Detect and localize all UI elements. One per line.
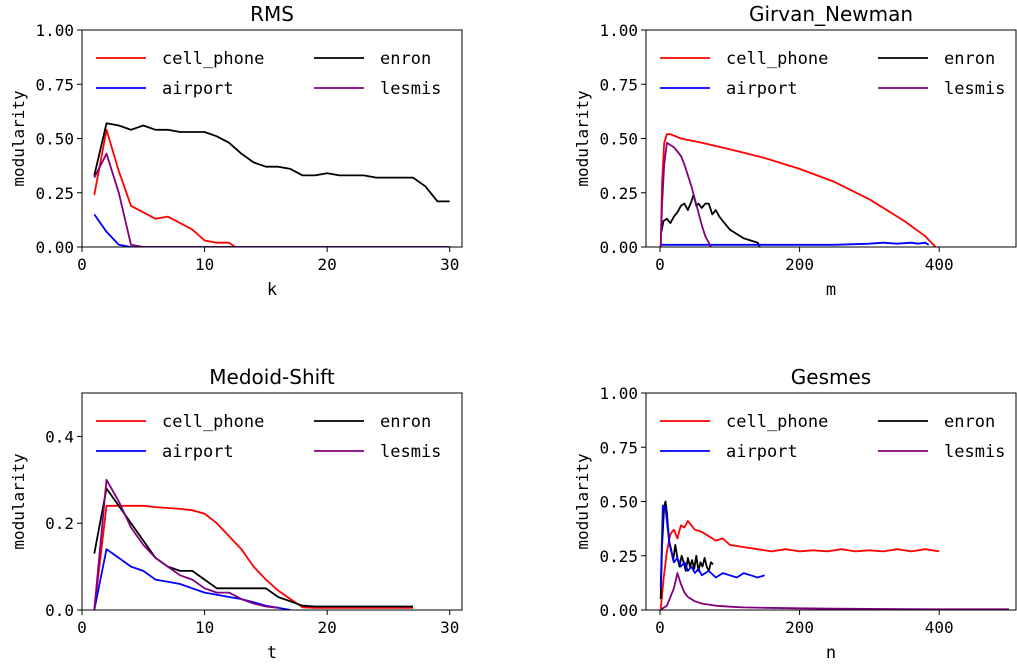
y-tick-label: 0.25 — [35, 184, 74, 203]
y-axis-label: modularity — [573, 453, 592, 550]
plot-frame — [645, 392, 1017, 611]
series-line-enron — [659, 500, 714, 600]
subplot-2: Girvan_Newman 0 200 400 0.00 0.25 0.50 0.75 1.00… — [573, 2, 1017, 300]
series-line-lesmis — [660, 572, 1009, 610]
legend-label: lesmis — [380, 79, 441, 99]
y-tick-label: 0.50 — [599, 130, 638, 149]
series-line-lesmis — [93, 152, 450, 247]
x-tick-label: 10 — [195, 255, 214, 274]
subplot-3: Medoid-Shift 0 10 20 30 0.0 0.2 0.4 t modularity c… — [9, 365, 463, 663]
plot-frame — [645, 29, 1017, 248]
x-axis-label: m — [826, 280, 836, 300]
legend-label: cell_phone — [162, 49, 264, 69]
legend-label: enron — [380, 412, 431, 432]
x-tick-label: 20 — [318, 255, 337, 274]
legend-label: airport — [162, 442, 234, 462]
series-line-lesmis — [659, 141, 712, 247]
chart-title: Gesmes — [791, 365, 871, 389]
x-tick-label: 30 — [440, 255, 459, 274]
series-line-enron — [660, 193, 761, 247]
series-line-cell-phone — [93, 128, 236, 247]
plot-frame — [81, 29, 463, 248]
legend-label: enron — [380, 49, 431, 69]
series-line-cell-phone — [659, 520, 940, 610]
y-tick-label: 0.75 — [599, 75, 638, 94]
legend-label: cell_phone — [726, 412, 828, 432]
y-tick-label: 0.2 — [45, 514, 74, 533]
series-line-airport — [93, 213, 450, 247]
y-tick-label: 0.75 — [599, 438, 638, 457]
series-line-airport — [659, 504, 765, 589]
x-axis-label: k — [267, 280, 277, 300]
series-line-enron — [93, 122, 450, 203]
subplot-4: Gesmes 0 200 400 0.00 0.25 0.50 0.75 1.00 n modula… — [573, 365, 1017, 663]
series-line-lesmis — [93, 478, 279, 610]
y-tick-label: 1.00 — [599, 384, 638, 403]
x-tick-label: 10 — [195, 618, 214, 637]
x-tick-label: 200 — [785, 255, 814, 274]
legend-label: cell_phone — [726, 49, 828, 69]
plot-frame — [81, 392, 463, 611]
subplot-1: RMS 0 10 20 30 0.00 0.25 0.50 0.75 1.00 k modularit… — [9, 2, 463, 300]
x-tick-label: 30 — [440, 618, 459, 637]
x-tick-label: 0 — [655, 618, 665, 637]
x-tick-label: 400 — [925, 618, 954, 637]
chart-title: Girvan_Newman — [749, 2, 913, 26]
chart-title: Medoid-Shift — [209, 365, 335, 389]
series-line-cell-phone — [659, 133, 937, 247]
legend-label: lesmis — [944, 442, 1005, 462]
y-tick-label: 0.00 — [599, 601, 638, 620]
x-tick-label: 0 — [77, 618, 87, 637]
series-line-airport — [660, 241, 930, 246]
legend-label: enron — [944, 49, 995, 69]
legend-label: lesmis — [944, 79, 1005, 99]
y-tick-label: 0.50 — [35, 130, 74, 149]
x-tick-label: 400 — [925, 255, 954, 274]
legend-label: airport — [726, 442, 798, 462]
y-axis-label: modularity — [9, 90, 28, 187]
y-tick-label: 0.75 — [35, 75, 74, 94]
y-tick-label: 1.00 — [35, 21, 74, 40]
x-axis-label: n — [826, 643, 836, 663]
legend-label: lesmis — [380, 442, 441, 462]
series-line-airport — [93, 548, 291, 610]
y-axis-label: modularity — [573, 90, 592, 187]
x-tick-label: 20 — [318, 618, 337, 637]
y-tick-label: 0.25 — [599, 547, 638, 566]
legend-label: cell_phone — [162, 412, 264, 432]
series-line-enron — [93, 487, 413, 608]
y-tick-label: 0.4 — [45, 427, 74, 446]
x-tick-label: 0 — [77, 255, 87, 274]
y-tick-label: 0.25 — [599, 184, 638, 203]
legend-label: enron — [944, 412, 995, 432]
x-tick-label: 0 — [655, 255, 665, 274]
chart-title: RMS — [250, 2, 294, 26]
y-axis-label: modularity — [9, 453, 28, 550]
series-line-cell-phone — [93, 504, 413, 610]
y-tick-label: 0.00 — [599, 238, 638, 257]
x-tick-label: 200 — [785, 618, 814, 637]
y-tick-label: 0.50 — [599, 493, 638, 512]
y-tick-label: 0.0 — [45, 601, 74, 620]
y-tick-label: 0.00 — [35, 238, 74, 257]
legend-label: airport — [162, 79, 234, 99]
x-axis-label: t — [267, 643, 277, 663]
legend-label: airport — [726, 79, 798, 99]
y-tick-label: 1.00 — [599, 21, 638, 40]
